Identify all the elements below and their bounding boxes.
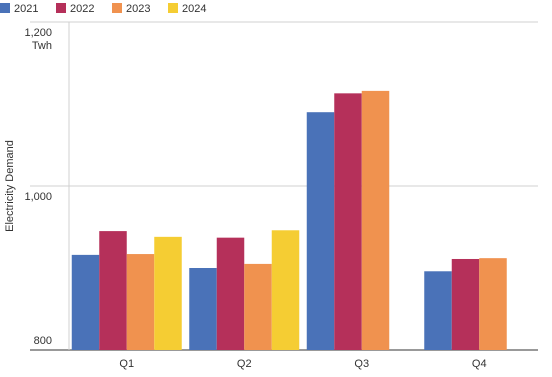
bar <box>271 230 300 350</box>
bar <box>154 236 182 350</box>
bar <box>99 231 127 350</box>
legend-label: 2023 <box>126 3 150 15</box>
x-tick-label: Q1 <box>119 358 134 370</box>
legend-label: 2022 <box>70 3 94 15</box>
y-unit: Twh <box>32 40 52 52</box>
bar <box>126 254 155 350</box>
y-tick-label: 1,000 <box>24 191 52 203</box>
y-tick-label: 800 <box>34 335 52 347</box>
bar <box>361 90 390 350</box>
legend-swatch <box>168 3 178 13</box>
bar <box>479 258 507 350</box>
y-tick-label: 1,200 <box>24 27 52 39</box>
bar <box>451 258 480 350</box>
bar <box>306 112 335 350</box>
bar <box>424 271 452 350</box>
bar <box>71 254 100 350</box>
legend-label: 2021 <box>14 3 38 15</box>
bar <box>334 93 362 350</box>
x-tick-label: Q2 <box>237 358 252 370</box>
legend-swatch <box>56 3 66 13</box>
bar <box>189 268 217 350</box>
bar <box>216 237 245 350</box>
x-tick-label: Q3 <box>354 358 369 370</box>
legend-swatch <box>0 3 10 13</box>
legend-swatch <box>112 3 122 13</box>
bar <box>244 263 272 350</box>
legend-label: 2024 <box>182 3 206 15</box>
y-axis-label: Electricity Demand <box>4 140 16 232</box>
x-tick-label: Q4 <box>472 358 487 370</box>
